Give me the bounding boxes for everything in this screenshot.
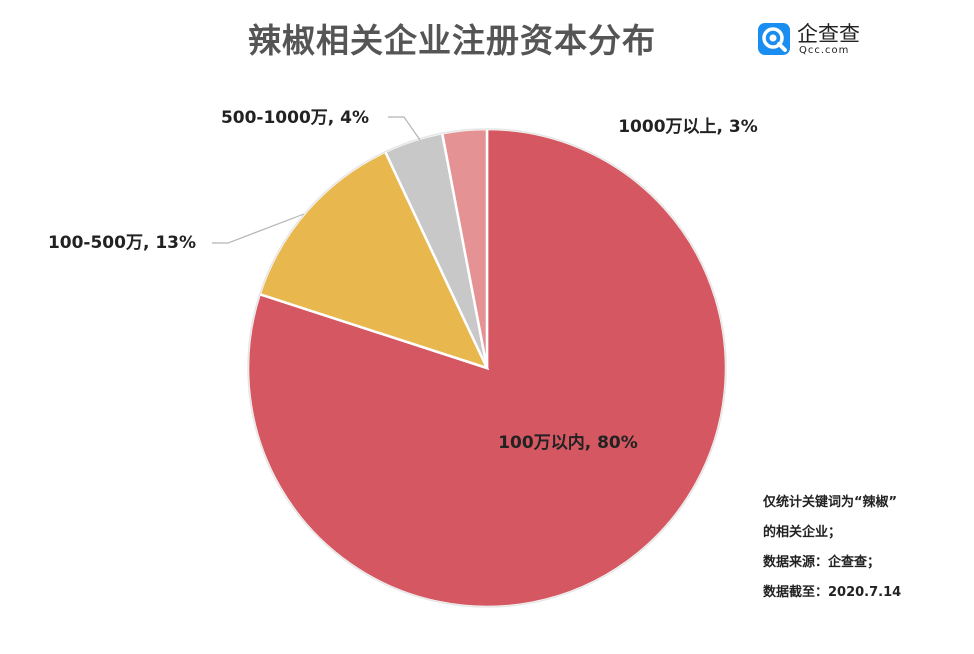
brand-logo: 企查查 Qcc.com bbox=[757, 18, 867, 62]
note-line: 仅统计关键词为“辣椒” bbox=[763, 495, 898, 510]
note-line: 的相关企业； bbox=[763, 525, 842, 540]
brand-name: 企查查 bbox=[797, 22, 860, 46]
note-line: 数据截至：2020.7.14 bbox=[763, 585, 902, 600]
notes: 仅统计关键词为“辣椒” 的相关企业； 数据来源：企查查； 数据截至：2020.7… bbox=[763, 488, 963, 608]
pie-rim bbox=[247, 128, 727, 608]
leader-line-2 bbox=[212, 213, 305, 244]
leader-line-3 bbox=[388, 116, 421, 141]
qcc-logo-icon bbox=[758, 23, 790, 55]
slice-label-2: 100-500万, 13% bbox=[48, 233, 196, 253]
brand-domain: Qcc.com bbox=[799, 45, 850, 56]
slice-label-4: 1000万以上, 3% bbox=[618, 117, 758, 137]
chart-title: 辣椒相关企业注册资本分布 bbox=[248, 21, 656, 60]
slice-label-3: 500-1000万, 4% bbox=[221, 108, 369, 128]
note-line: 数据来源：企查查； bbox=[763, 555, 881, 570]
slice-label-1: 100万以内, 80% bbox=[498, 432, 638, 453]
